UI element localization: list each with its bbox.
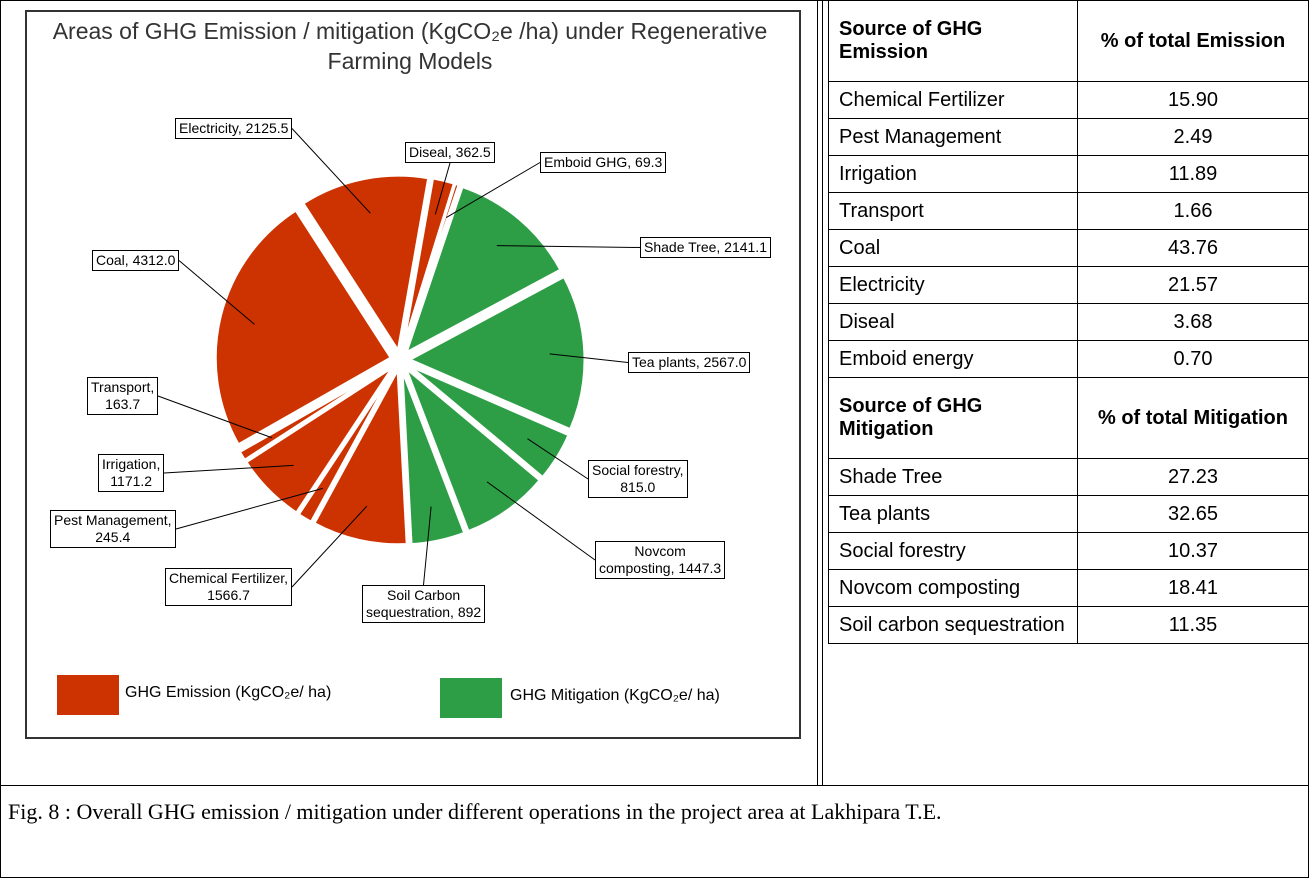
- data-label: Emboid GHG, 69.3: [540, 152, 667, 173]
- table-row: Pest Management 2.49: [828, 118, 1309, 156]
- table-cell: Diseal: [828, 303, 1078, 341]
- table-row: Emboid energy 0.70: [828, 340, 1309, 378]
- data-label: Diseal, 362.5: [405, 142, 495, 163]
- data-label: Electricity, 2125.5: [175, 118, 293, 139]
- legend-swatch: [57, 675, 119, 715]
- table-row: Irrigation 11.89: [828, 155, 1309, 193]
- pie-slice: [400, 368, 467, 547]
- table-header-cell: Source of GHG Emission: [828, 0, 1078, 82]
- table-cell: 3.68: [1077, 303, 1309, 341]
- table-cell: 2.49: [1077, 118, 1309, 156]
- table-cell: 43.76: [1077, 229, 1309, 267]
- table-cell: 21.57: [1077, 266, 1309, 304]
- leader-line: [163, 464, 294, 474]
- table-row: Novcom composting 18.41: [828, 569, 1309, 607]
- table-row: Electricity 21.57: [828, 266, 1309, 304]
- pie-slice: [311, 363, 409, 547]
- table-row: Coal 43.76: [828, 229, 1309, 267]
- data-label: Soil Carbon sequestration, 892: [362, 585, 486, 623]
- table-row: Tea plants 32.65: [828, 495, 1309, 533]
- table-header-row: Source of GHG Emission% of total Emissio…: [828, 0, 1309, 82]
- data-label: Novcom composting, 1447.3: [595, 541, 726, 579]
- table-cell: 27.23: [1077, 458, 1309, 496]
- table-cell: 18.41: [1077, 569, 1309, 607]
- table-cell: Shade Tree: [828, 458, 1078, 496]
- leader-line: [486, 481, 596, 561]
- table-header-cell: % of total Emission: [1077, 0, 1309, 82]
- table-cell: Tea plants: [828, 495, 1078, 533]
- table-cell: 1.66: [1077, 192, 1309, 230]
- table-cell: Irrigation: [828, 155, 1078, 193]
- pie-slice: [237, 363, 394, 463]
- leader-line: [549, 353, 629, 363]
- row-divider: [0, 785, 1309, 786]
- table-cell: 11.89: [1077, 155, 1309, 193]
- leader-line: [291, 128, 371, 214]
- pie-slice: [401, 181, 462, 352]
- data-label: Social forestry, 815.0: [588, 460, 688, 498]
- caption: Fig. 8 : Overall GHG emission / mitigati…: [8, 799, 942, 824]
- data-label: Shade Tree, 2141.1: [640, 237, 771, 258]
- legend-label: GHG Emission (KgCO₂e/ ha): [125, 684, 332, 701]
- leader-line: [175, 487, 323, 530]
- data-label: Transport, 163.7: [87, 377, 159, 415]
- leader-line: [496, 245, 641, 248]
- pie-slice: [401, 362, 543, 534]
- pie-slice: [213, 207, 394, 447]
- table-row: Social forestry 10.37: [828, 532, 1309, 570]
- leader-line: [446, 162, 541, 218]
- leader-line: [527, 438, 589, 480]
- table-cell: Soil carbon sequestration: [828, 606, 1078, 644]
- table-cell: 15.90: [1077, 81, 1309, 119]
- pie-slice: [296, 366, 397, 525]
- table-cell: Emboid energy: [828, 340, 1078, 378]
- leader-line: [178, 260, 255, 325]
- table-cell: Chemical Fertilizer: [828, 81, 1078, 119]
- leader-line: [291, 505, 368, 588]
- table-cell: 0.70: [1077, 340, 1309, 378]
- table-row: Transport 1.66: [828, 192, 1309, 230]
- chart: [157, 128, 641, 588]
- chart-frame: [25, 10, 801, 739]
- leader-line: [423, 506, 432, 586]
- table-cell: Electricity: [828, 266, 1078, 304]
- pie-slice: [243, 365, 395, 516]
- data-label: Pest Management, 245.4: [50, 510, 176, 548]
- table-row: Diseal 3.68: [828, 303, 1309, 341]
- table-header-row: Source of GHG Mitigation% of total Mitig…: [828, 377, 1309, 459]
- data-label: Tea plants, 2567.0: [628, 352, 751, 373]
- table-cell: 11.35: [1077, 606, 1309, 644]
- data-label: Irrigation, 1171.2: [98, 454, 165, 492]
- leader-line: [434, 162, 451, 215]
- table-cell: 10.37: [1077, 532, 1309, 570]
- table-header-cell: Source of GHG Mitigation: [828, 377, 1078, 459]
- table-header-cell: % of total Mitigation: [1077, 377, 1309, 459]
- table-row: Shade Tree 27.23: [828, 458, 1309, 496]
- pie-slice: [300, 173, 431, 356]
- pie-slice: [403, 184, 563, 357]
- column-divider: [822, 0, 823, 785]
- column-divider: [817, 0, 818, 785]
- chart-title: Areas of GHG Emission / mitigation (KgCO…: [52, 18, 768, 74]
- table-cell: Transport: [828, 192, 1078, 230]
- table-cell: 32.65: [1077, 495, 1309, 533]
- pie-slice: [405, 274, 587, 432]
- table-cell: Pest Management: [828, 118, 1078, 156]
- pie-slice: [406, 363, 572, 480]
- legend-label: GHG Mitigation (KgCO₂e/ ha): [510, 687, 720, 704]
- leader-line: [157, 395, 273, 439]
- data-label: Chemical Fertilizer, 1566.7: [165, 568, 293, 606]
- data-label: Coal, 4312.0: [92, 250, 180, 271]
- table-cell: Novcom composting: [828, 569, 1078, 607]
- table-cell: Coal: [828, 229, 1078, 267]
- data-table: Source of GHG Emission% of total Emissio…: [828, 0, 1309, 644]
- table-row: Chemical Fertilizer 15.90: [828, 81, 1309, 119]
- legend-swatch: [440, 678, 502, 718]
- table-cell: Social forestry: [828, 532, 1078, 570]
- table-row: Soil carbon sequestration 11.35: [828, 606, 1309, 644]
